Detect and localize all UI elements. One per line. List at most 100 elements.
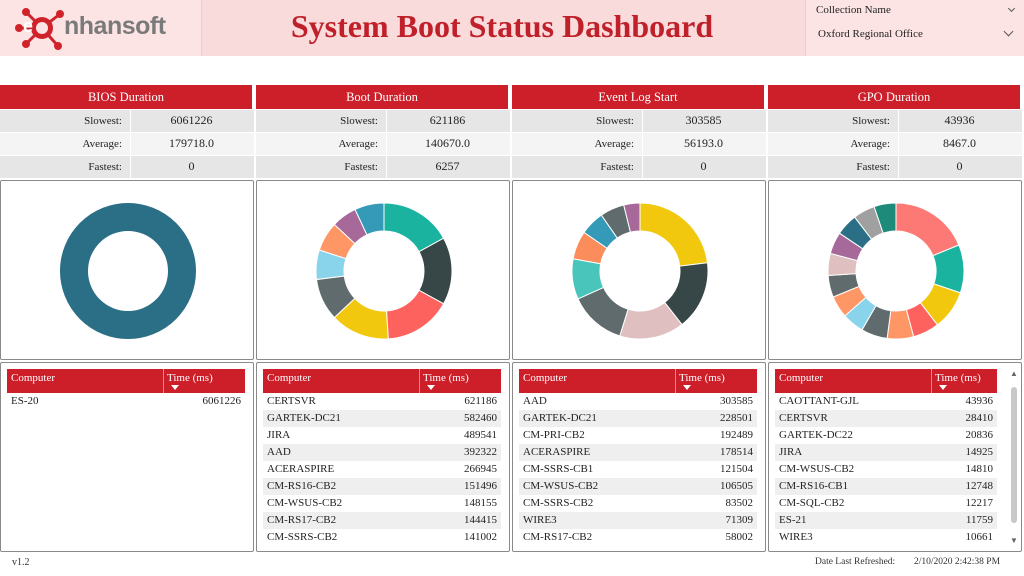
table-row[interactable]: CM-WSUS-CB2 148155	[263, 495, 501, 512]
header-bar: nhansoft e System Boot Status Dashboard …	[0, 0, 1024, 56]
stat-row: Slowest: 303585	[512, 109, 766, 132]
table-row[interactable]: ES-21 11759	[775, 512, 997, 529]
cell-computer: CERTSVR	[267, 395, 316, 407]
stat-value: 621186	[386, 110, 508, 132]
table-row[interactable]: WIRE3 71309	[519, 512, 757, 529]
collection-dropdown-value[interactable]: Oxford Regional Office	[818, 28, 923, 40]
panel-title: GPO Duration	[768, 85, 1022, 109]
computer-table[interactable]: Computer Time (ms) AAD 303585 GARTEK-DC21 228…	[512, 362, 766, 552]
stat-value: 140670.0	[386, 133, 508, 155]
table-header[interactable]: Computer Time (ms)	[263, 369, 501, 393]
cell-time: 12217	[965, 497, 994, 509]
stat-label: Average:	[850, 138, 891, 150]
refreshed-label: Date Last Refreshed:	[815, 557, 896, 567]
table-row[interactable]: CM-PRI-CB2 192489	[519, 427, 757, 444]
logo-e-letter: e	[23, 16, 34, 36]
sort-descending-icon[interactable]	[427, 385, 435, 390]
scroll-up-icon[interactable]: ▲	[1010, 369, 1018, 378]
table-scrollbar[interactable]: ▲ ▼	[1009, 369, 1019, 545]
donut-slice[interactable]	[895, 202, 960, 257]
stats-panel: Event Log Start Slowest: 303585 Average: 561…	[512, 85, 766, 178]
column-header-time[interactable]: Time (ms)	[167, 372, 213, 384]
table-row[interactable]: CM-SSRS-CB2 83502	[519, 495, 757, 512]
cell-computer: JIRA	[267, 429, 291, 441]
table-row[interactable]: CM-RS17-CB2 58002	[519, 529, 757, 546]
sort-descending-icon[interactable]	[683, 385, 691, 390]
stat-label: Fastest:	[88, 161, 122, 173]
table-row[interactable]: CM-RS16-CB1 12748	[775, 478, 997, 495]
scrollbar-thumb[interactable]	[1011, 387, 1017, 523]
table-row[interactable]: CERTSVR 28410	[775, 410, 997, 427]
cell-computer: CM-RS16-CB1	[779, 480, 849, 492]
table-row[interactable]: GARTEK-DC21 228501	[519, 410, 757, 427]
table-row[interactable]: CM-WSUS-CB2 106505	[519, 478, 757, 495]
table-row[interactable]: GARTEK-DC22 20836	[775, 427, 997, 444]
donut-slice[interactable]	[623, 202, 641, 233]
column-header-computer[interactable]: Computer	[523, 372, 567, 384]
stat-row: Fastest: 0	[0, 155, 254, 178]
cell-time: 148155	[464, 497, 497, 509]
column-header-computer[interactable]: Computer	[11, 372, 55, 384]
table-row[interactable]: ACERASPIRE 178514	[519, 444, 757, 461]
donut-slice[interactable]	[60, 203, 196, 339]
cell-time: 392322	[464, 446, 497, 458]
cell-time: 228501	[720, 412, 753, 424]
column-header-time[interactable]: Time (ms)	[679, 372, 725, 384]
computer-table[interactable]: Computer Time (ms) ES-20 6061226	[0, 362, 254, 552]
table-row[interactable]: ACERASPIRE 266945	[263, 461, 501, 478]
table-row[interactable]: ES-20 6061226	[7, 393, 245, 410]
cell-computer: CERTSVR	[779, 412, 828, 424]
cell-time: 106505	[720, 480, 753, 492]
donut-chart[interactable]	[0, 180, 254, 360]
donut-slice[interactable]	[873, 202, 897, 234]
computer-table[interactable]: Computer Time (ms) CERTSVR 621186 GARTEK-DC2…	[256, 362, 510, 552]
cell-computer: CM-RS16-CB2	[267, 480, 337, 492]
donut-slice[interactable]	[639, 202, 709, 267]
donut-slice[interactable]	[354, 202, 385, 236]
collection-slicer[interactable]: Collection Name Oxford Regional Office	[805, 0, 1024, 56]
sort-descending-icon[interactable]	[171, 385, 179, 390]
column-header-computer[interactable]: Computer	[267, 372, 311, 384]
table-row[interactable]: CM-RS17-CB2 144415	[263, 512, 501, 529]
cell-time: 144415	[464, 514, 497, 526]
table-row[interactable]: CM-SSRS-CB1 121504	[519, 461, 757, 478]
scroll-down-icon[interactable]: ▼	[1010, 536, 1018, 545]
cell-computer: CM-WSUS-CB2	[267, 497, 343, 509]
column-header-time[interactable]: Time (ms)	[423, 372, 469, 384]
table-row[interactable]: CM-RS16-CB2 151496	[263, 478, 501, 495]
chevron-down-icon[interactable]	[1003, 26, 1014, 37]
table-row[interactable]: AAD 303585	[519, 393, 757, 410]
table-row[interactable]: CM-WSUS-CB2 14810	[775, 461, 997, 478]
cell-computer: CM-RS17-CB2	[523, 531, 593, 543]
table-row[interactable]: JIRA 14925	[775, 444, 997, 461]
cell-computer: CM-WSUS-CB2	[779, 463, 855, 475]
stat-row: Average: 140670.0	[256, 132, 510, 155]
table-row[interactable]: WIRE3 10661	[775, 529, 997, 546]
table-row[interactable]: GARTEK-DC21 582460	[263, 410, 501, 427]
donut-chart[interactable]	[768, 180, 1022, 360]
table-header[interactable]: Computer Time (ms)	[775, 369, 997, 393]
table-row[interactable]: CAOTTANT-GJL 43936	[775, 393, 997, 410]
cell-time: 10661	[965, 531, 994, 543]
cell-computer: CM-PRI-CB2	[523, 429, 585, 441]
table-row[interactable]: CERTSVR 621186	[263, 393, 501, 410]
computer-table[interactable]: Computer Time (ms) CAOTTANT-GJL 43936 CERTSV…	[768, 362, 1022, 552]
cell-computer: ES-20	[11, 395, 39, 407]
stat-value: 8467.0	[898, 133, 1020, 155]
collapse-chevron-icon[interactable]	[1007, 4, 1016, 13]
table-header[interactable]: Computer Time (ms)	[519, 369, 757, 393]
table-row[interactable]: JIRA 489541	[263, 427, 501, 444]
column-header-time[interactable]: Time (ms)	[935, 372, 981, 384]
donut-chart[interactable]	[512, 180, 766, 360]
table-row[interactable]: AAD 392322	[263, 444, 501, 461]
table-row[interactable]: CM-SSRS-CB2 141002	[263, 529, 501, 546]
table-header[interactable]: Computer Time (ms)	[7, 369, 245, 393]
stat-value: 6061226	[130, 110, 252, 132]
table-row[interactable]: CM-SQL-CB2 12217	[775, 495, 997, 512]
table-body: CAOTTANT-GJL 43936 CERTSVR 28410 GARTEK-DC22…	[775, 393, 997, 546]
column-header-computer[interactable]: Computer	[779, 372, 823, 384]
sort-descending-icon[interactable]	[939, 385, 947, 390]
donut-chart[interactable]	[256, 180, 510, 360]
donut-svg	[571, 202, 709, 340]
panel-title: BIOS Duration	[0, 85, 254, 109]
